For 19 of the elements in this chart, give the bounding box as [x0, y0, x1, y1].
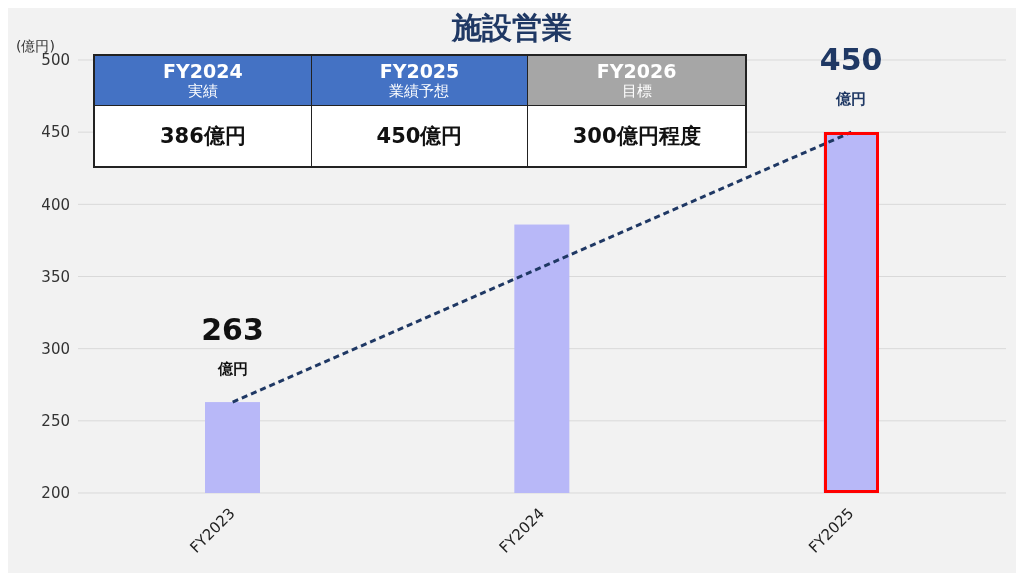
annotation: 目標 — [620, 82, 653, 101]
y-tick-label: 250 — [41, 412, 70, 431]
y-tick-label: 400 — [41, 195, 70, 214]
annotation: 300億円程度 — [528, 105, 745, 166]
annotation: 業績予想 — [388, 82, 451, 101]
annotation: 実績 — [186, 82, 219, 101]
annotation: FY2025 — [378, 60, 461, 82]
chart-title: 施設営業 — [452, 10, 572, 45]
data-label: 263 億円 — [201, 312, 264, 379]
y-tick-label: 200 — [41, 484, 70, 503]
annotation: 450億円 — [311, 105, 529, 166]
data-label: 450 億円 — [819, 42, 883, 109]
annotation: 386億円 — [95, 105, 312, 166]
annotation: FY2026 — [595, 60, 678, 82]
y-tick-label: 450 — [41, 123, 70, 142]
y-tick-label: 350 — [41, 267, 70, 286]
y-tick-label: 300 — [41, 339, 70, 358]
y-axis-title: (億円) — [16, 38, 55, 54]
annotation: FY2024 — [162, 60, 244, 82]
